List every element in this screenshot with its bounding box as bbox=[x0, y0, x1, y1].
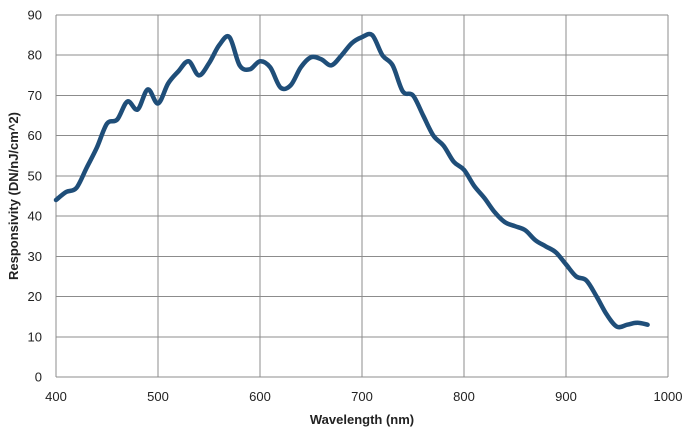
x-tick-label: 500 bbox=[147, 389, 169, 404]
y-axis-title: Responsivity (DN/nJ/cm^2) bbox=[6, 112, 21, 280]
grid bbox=[55, 14, 669, 378]
x-axis-title: Wavelength (nm) bbox=[310, 412, 414, 427]
y-tick-label: 90 bbox=[28, 8, 42, 23]
y-tick-label: 60 bbox=[28, 128, 42, 143]
y-tick-label: 20 bbox=[28, 289, 42, 304]
x-tick-label: 700 bbox=[351, 389, 373, 404]
y-tick-label: 0 bbox=[35, 370, 42, 385]
y-tick-label: 30 bbox=[28, 249, 42, 264]
y-tick-labels: 0 10 20 30 40 50 60 70 80 90 bbox=[28, 8, 42, 385]
x-tick-labels: 400 500 600 700 800 900 1000 bbox=[45, 389, 682, 404]
x-tick-label: 400 bbox=[45, 389, 67, 404]
series-group bbox=[53, 31, 650, 330]
y-tick-label: 80 bbox=[28, 48, 42, 63]
y-tick-label: 10 bbox=[28, 329, 42, 344]
x-tick-label: 800 bbox=[453, 389, 475, 404]
series-line bbox=[53, 31, 650, 330]
x-tick-label: 600 bbox=[249, 389, 271, 404]
x-tick-label: 1000 bbox=[654, 389, 683, 404]
y-tick-label: 40 bbox=[28, 209, 42, 224]
y-tick-label: 70 bbox=[28, 88, 42, 103]
y-tick-label: 50 bbox=[28, 168, 42, 183]
x-tick-label: 900 bbox=[555, 389, 577, 404]
